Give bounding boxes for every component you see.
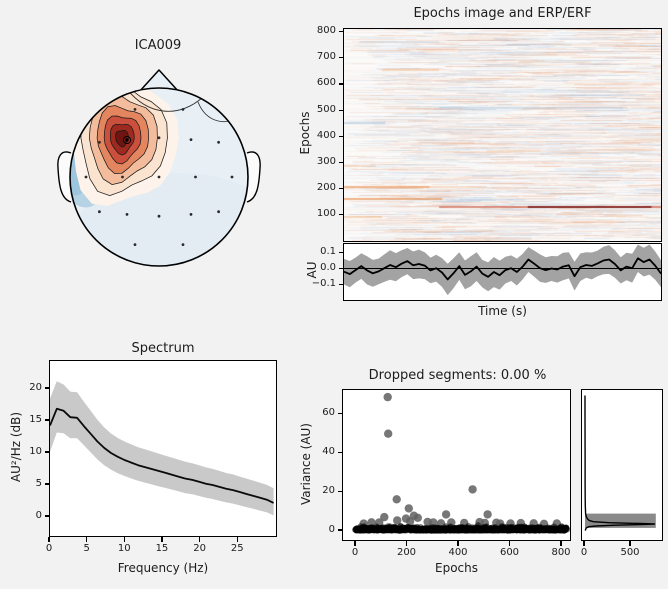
tick-label: 0 [351,547,359,558]
tick-label: 800 [316,25,336,37]
tick-label: 400 [448,547,468,558]
tick-mark [457,541,459,546]
tick-mark [44,515,49,517]
tick-label: 15 [29,413,42,425]
topomap-plot [57,69,261,267]
tick-mark [44,387,49,389]
tick-label: 5 [83,543,90,554]
tick-label: 20 [29,381,42,393]
tick-mark [44,483,49,485]
tick-mark [508,541,511,546]
tick-mark [161,537,163,542]
tick-label: 15 [155,543,169,554]
tick-label: 40 [322,446,335,458]
tick-label: 25 [230,543,244,554]
tick-label: 500 [316,103,336,115]
tick-label: 20 [193,543,206,554]
variance-xlabel: Epochs [435,561,478,575]
epochs-image-canvas [344,29,661,241]
spectrum-axes [49,360,277,537]
tick-label: 0 [580,547,588,558]
tick-label: 20 [322,484,335,496]
tick-mark [337,490,342,492]
variance-title: Dropped segments: 0.00 % [368,368,547,383]
tick-mark [338,109,343,111]
tick-mark [337,413,342,415]
tick-mark [338,283,343,286]
tick-label: 0.1 [320,246,336,257]
variance-hist-plot [584,395,656,531]
erp-xlabel: Time (s) [478,304,527,318]
tick-label: 800 [551,547,571,558]
epochs-image-title: Epochs image and ERP/ERF [413,6,592,21]
tick-mark [48,537,50,542]
tick-mark [337,529,342,531]
tick-mark [405,541,408,546]
tick-label: 300 [316,155,336,167]
tick-label: 0 [35,509,42,521]
tick-mark [338,214,343,216]
spectrum-xlabel: Frequency (Hz) [117,561,209,575]
tick-mark [337,452,342,454]
tick-label: 0 [328,523,335,535]
tick-mark [560,541,562,546]
tick-mark [629,541,631,546]
tick-mark [86,537,88,542]
tick-mark [338,57,343,59]
variance-hist-axes [581,389,663,541]
tick-mark [338,83,343,85]
tick-label: 100 [316,208,336,220]
tick-mark [338,135,343,137]
tick-mark [338,31,343,33]
tick-mark [338,161,343,164]
tick-label: 5 [35,477,42,489]
tick-label: 600 [499,547,520,558]
variance-scatter-axes [342,389,571,541]
tick-mark [123,537,125,542]
tick-label: 0 [45,543,53,554]
tick-label: 600 [316,77,336,89]
variance-ylabel: Variance (AU) [299,423,313,506]
tick-label: 60 [322,407,335,419]
erp-plot [344,244,661,296]
tick-mark [199,537,201,542]
tick-mark [338,188,343,190]
tick-label: 700 [316,51,336,63]
tick-mark [338,267,343,270]
tick-label: −0.1 [311,278,336,289]
tick-mark [44,419,49,421]
variance-scatter-plot [352,392,570,534]
tick-label: 10 [29,445,42,457]
tick-mark [236,537,238,542]
topomap-title: ICA009 [134,38,182,53]
spectrum-title: Spectrum [131,341,195,356]
tick-mark [44,451,49,453]
tick-mark [338,251,343,254]
tick-mark [583,541,585,546]
tick-label: 10 [117,543,131,554]
tick-label: 200 [316,182,336,194]
erp-axes [343,243,662,301]
tick-label: 500 [620,547,640,558]
tick-label: 400 [316,129,336,141]
tick-mark [354,541,356,546]
epochs-image-axes [343,28,662,242]
spectrum-plot [50,381,274,516]
tick-label: 200 [396,547,417,558]
tick-label: 0.0 [320,262,336,273]
